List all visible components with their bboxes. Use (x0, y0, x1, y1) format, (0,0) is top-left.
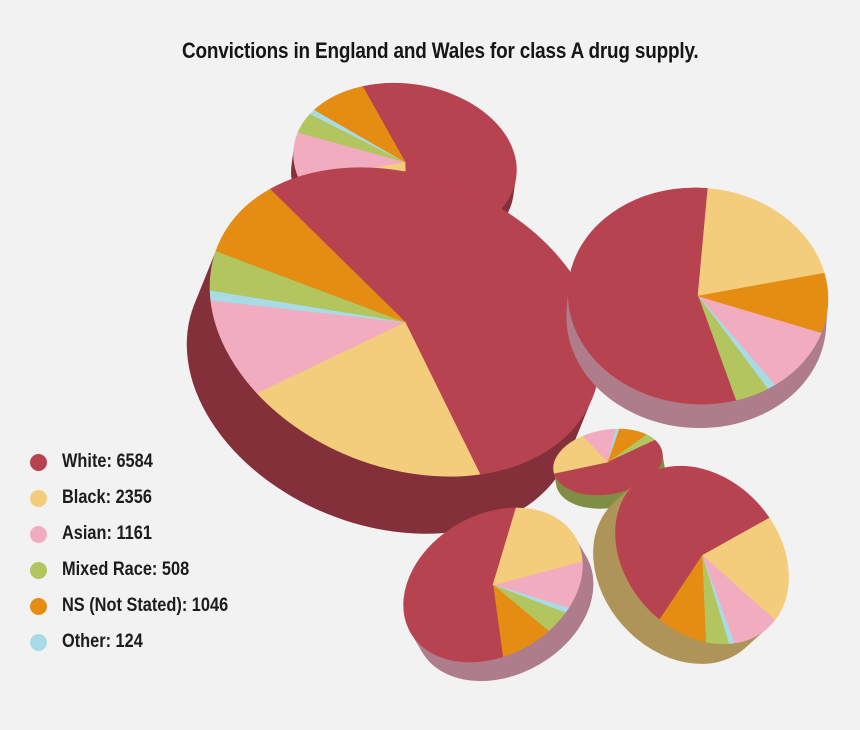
legend-label-not-stated: NS (Not Stated): 1046 (62, 595, 229, 616)
pie-right-slice-white (567, 187, 737, 405)
legend-swatch-black (30, 489, 47, 507)
pie-bottom-left-slice-black (492, 507, 583, 586)
pie-right-side (566, 286, 828, 429)
pie-bottom-right-side (593, 482, 768, 664)
pie-main-slice-white (269, 167, 601, 475)
legend-item-not-stated: NS (Not Stated): 1046 (30, 588, 255, 624)
legend-label-black: Black: 2356 (62, 487, 152, 508)
legend-item-other: Other: 124 (30, 624, 255, 660)
legend-swatch-not-stated (30, 597, 47, 615)
pie-main-side (186, 246, 593, 534)
legend-swatch-mixed-race (30, 561, 47, 579)
legend-item-black: Black: 2356 (30, 480, 255, 516)
pie-main-slice-black (256, 321, 481, 477)
pie-small-middle-slice-black (553, 435, 609, 474)
legend-swatch-white (30, 453, 47, 471)
legend: White: 6584 Black: 2356 Asian: 1161 Mixe… (30, 444, 255, 660)
chart-title: Convictions in England and Wales for cla… (182, 38, 699, 63)
pie-bottom-right-slice-white (615, 465, 770, 620)
legend-label-asian: Asian: 1161 (62, 523, 152, 544)
pie-bottom-left (403, 507, 594, 682)
pie-bottom-left-side (410, 537, 594, 682)
legend-item-mixed-race: Mixed Race: 508 (30, 552, 255, 588)
pie-main-slice-ns-not-stated (215, 188, 406, 323)
pie-bottom-left-slice-white (403, 507, 517, 663)
pie-right-slice-ns-not-stated (697, 272, 829, 334)
legend-label-white: White: 6584 (62, 451, 153, 472)
pie-right (566, 187, 829, 429)
pie-small-middle-slice-white (553, 439, 663, 496)
pie-right-slice-black (697, 188, 825, 297)
legend-item-white: White: 6584 (30, 444, 255, 480)
pie-top-left-slice-ns-not-stated (313, 86, 406, 163)
legend-label-other: Other: 124 (62, 631, 143, 652)
legend-item-asian: Asian: 1161 (30, 516, 255, 552)
pie-small-middle-slice-ns-not-stated (607, 428, 647, 463)
pie-bottom-right (593, 465, 789, 664)
pie-main-slice-asian (210, 299, 407, 394)
legend-swatch-asian (30, 525, 47, 543)
pie-main (186, 167, 601, 534)
pie-small-middle (553, 428, 665, 509)
legend-label-mixed-race: Mixed Race: 508 (62, 559, 190, 580)
pie-right-slice-asian (697, 295, 822, 386)
legend-swatch-other (30, 633, 47, 651)
